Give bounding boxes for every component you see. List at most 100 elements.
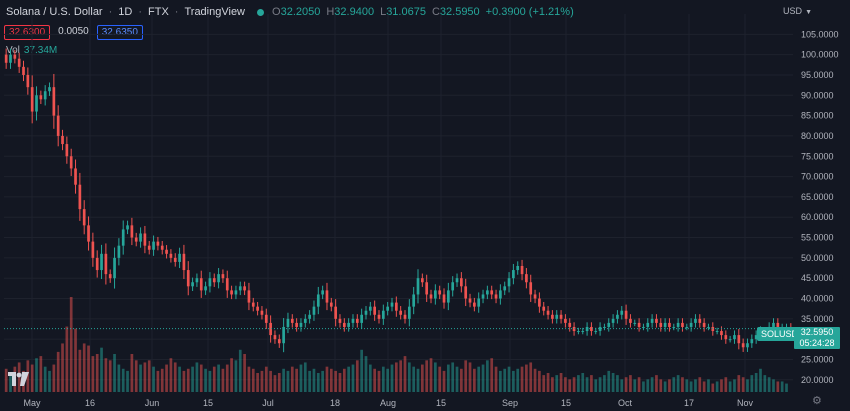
volume-bar bbox=[199, 364, 203, 392]
candle bbox=[737, 335, 741, 344]
candle bbox=[624, 310, 628, 319]
buy-button[interactable]: 32.6350 bbox=[96, 25, 143, 40]
candle bbox=[468, 298, 472, 303]
volume-bar bbox=[78, 349, 82, 392]
currency-selector[interactable]: USD ▼ bbox=[783, 6, 812, 16]
volume-bar bbox=[130, 354, 134, 392]
candle bbox=[208, 278, 212, 287]
volume-bar bbox=[338, 373, 342, 392]
candle bbox=[486, 290, 489, 295]
sell-button[interactable]: 32.6300 bbox=[4, 25, 51, 40]
volume-bar bbox=[668, 379, 671, 392]
volume-bar bbox=[412, 366, 416, 392]
candle bbox=[321, 290, 324, 295]
volume-legend: Vol 37.34M bbox=[6, 45, 57, 56]
volume-bar bbox=[208, 370, 212, 392]
volume-bar bbox=[746, 379, 749, 392]
y-tick-label: 50.0000 bbox=[801, 253, 834, 263]
volume-bar bbox=[147, 360, 151, 392]
candle bbox=[416, 278, 420, 295]
volume-bar bbox=[230, 358, 233, 392]
interval-label[interactable]: 1D bbox=[118, 6, 133, 18]
volume-bar bbox=[681, 377, 684, 392]
candle bbox=[694, 318, 697, 323]
candle bbox=[225, 278, 229, 291]
candle bbox=[212, 278, 216, 283]
candle bbox=[273, 335, 277, 340]
volume-bar bbox=[342, 368, 346, 392]
volume-bar bbox=[247, 366, 251, 392]
volume-bar bbox=[516, 368, 520, 392]
candle bbox=[139, 233, 142, 242]
volume-bar bbox=[525, 364, 528, 392]
volume-bar bbox=[585, 377, 589, 392]
y-tick-label: 85.0000 bbox=[801, 111, 834, 121]
candle bbox=[490, 290, 494, 295]
candle bbox=[503, 286, 507, 291]
candle bbox=[204, 286, 207, 291]
candle bbox=[607, 322, 611, 327]
volume-bar bbox=[529, 362, 533, 392]
volume-bar bbox=[533, 368, 537, 392]
volume-bar bbox=[30, 364, 34, 392]
volume-bar bbox=[143, 362, 147, 392]
candle bbox=[724, 335, 728, 340]
volume-bar bbox=[637, 377, 641, 392]
volume-bar bbox=[195, 362, 199, 392]
volume-bar bbox=[733, 379, 736, 392]
candle bbox=[702, 322, 706, 327]
volume-bar bbox=[551, 377, 554, 392]
volume-bar bbox=[273, 375, 277, 392]
price-axis[interactable]: 20.000025.000030.000035.000040.000045.00… bbox=[801, 29, 839, 384]
volume-bar bbox=[394, 362, 398, 392]
volume-bar bbox=[629, 375, 632, 392]
volume-bar bbox=[486, 360, 489, 392]
exchange-label: FTX bbox=[148, 6, 169, 18]
candle bbox=[425, 282, 429, 295]
volume-bar bbox=[251, 368, 255, 392]
volume-bar bbox=[87, 345, 90, 392]
candle bbox=[286, 318, 290, 327]
volume-bar bbox=[173, 362, 177, 392]
candle bbox=[48, 87, 51, 92]
candle bbox=[473, 302, 476, 307]
volume-bar bbox=[434, 362, 437, 392]
candle bbox=[407, 306, 411, 319]
volume-bar bbox=[204, 368, 207, 392]
candle bbox=[199, 278, 203, 291]
volume-bar bbox=[741, 377, 745, 392]
time-axis[interactable]: May 16 Jun 15 Jul 18 Aug 15 Sep 15 Oct 17 Nov bbox=[23, 398, 753, 408]
y-tick-label: 95.0000 bbox=[801, 70, 834, 80]
candle bbox=[685, 326, 689, 328]
candle bbox=[568, 322, 572, 327]
volume-bar bbox=[720, 379, 723, 392]
candle bbox=[104, 253, 108, 275]
candle bbox=[195, 278, 199, 283]
tradingview-logo-icon[interactable] bbox=[8, 372, 30, 386]
volume-bar bbox=[646, 379, 650, 392]
volume-bar bbox=[234, 360, 238, 392]
volume-bar bbox=[598, 377, 602, 392]
gear-icon[interactable]: ⚙ bbox=[812, 395, 822, 407]
candle bbox=[360, 314, 363, 323]
volume-bar bbox=[460, 368, 463, 392]
volume-bar bbox=[182, 370, 186, 392]
candle bbox=[655, 318, 658, 323]
candle bbox=[754, 335, 758, 340]
x-tick-label: Jun bbox=[145, 398, 160, 408]
volume-bar bbox=[438, 366, 442, 392]
volume-bar bbox=[186, 368, 190, 392]
candle bbox=[594, 331, 598, 333]
candle bbox=[238, 286, 242, 291]
volume-bar bbox=[217, 364, 220, 392]
candle bbox=[633, 322, 637, 324]
volume-bar bbox=[134, 360, 138, 392]
candle bbox=[82, 209, 86, 226]
candle bbox=[542, 306, 546, 311]
volume-bar bbox=[282, 368, 285, 392]
volume-bar bbox=[455, 366, 459, 392]
candles bbox=[4, 48, 793, 353]
candle bbox=[178, 253, 181, 262]
volume-bar bbox=[572, 377, 576, 392]
